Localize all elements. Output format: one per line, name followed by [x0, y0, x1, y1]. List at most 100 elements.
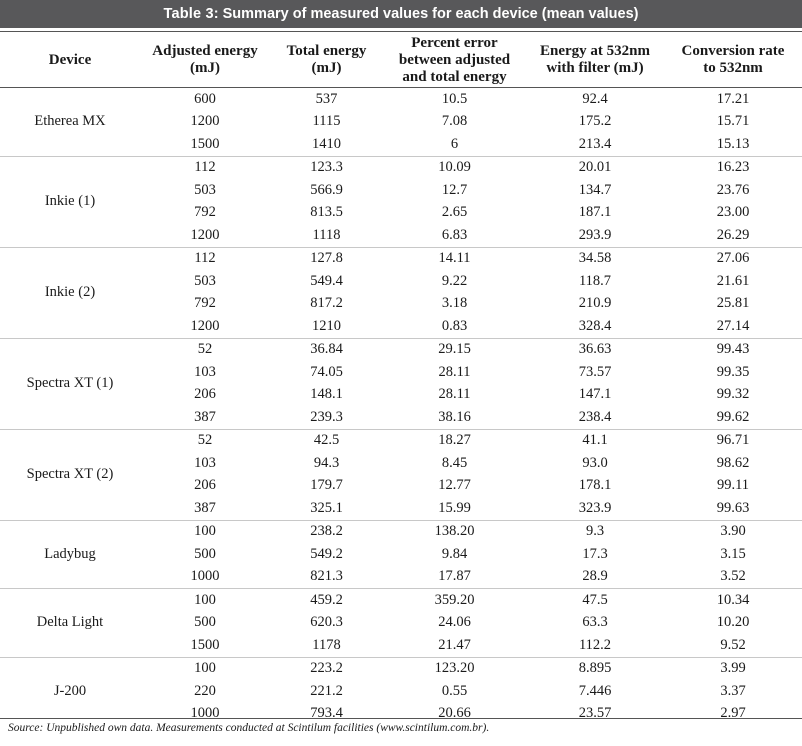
column-header: Percent error between adjusted and total e…	[383, 33, 526, 87]
column-header-line: Adjusted energy	[152, 43, 258, 59]
value-cell: 3.37	[720, 682, 746, 699]
value-cell: 8.45	[441, 454, 468, 471]
table-row: 1000 793.4 20.66 23.57 2.97	[0, 703, 802, 726]
data-table: Etherea MX 600 537 10.5 92.4 17.21 1200 1115 7.0…	[0, 88, 802, 725]
value-cell: 3.90	[664, 519, 802, 543]
table-row: 1200 1115 7.08 175.2 15.71	[0, 111, 802, 134]
value-cell: 52	[140, 337, 270, 361]
column-header-line: Percent error	[411, 34, 498, 51]
value-cell: 537	[315, 90, 338, 107]
table-row: Delta Light 100 459.2 359.20 47.5 10.34	[0, 588, 802, 657]
value-cell: 1000	[190, 705, 220, 722]
table-row: 503 566.9 12.7 134.7 23.76	[0, 179, 802, 202]
table-caption-label: Table 3	[163, 6, 214, 22]
value-cell: 1200	[190, 113, 220, 130]
value-cell: 100	[140, 519, 270, 543]
table-row: 103 74.05 28.11 73.57 99.35	[0, 361, 802, 384]
value-cell: 3.15	[720, 545, 746, 562]
value-cell: 206	[194, 386, 216, 403]
table-row: 103 94.3 8.45 93.0 98.62	[0, 452, 802, 475]
table-row: 1200 1210 0.83 328.4 27.14	[0, 315, 802, 338]
value-cell: 6	[450, 135, 459, 152]
value-cell: 3.99	[664, 656, 802, 680]
value-cell: 0.55	[441, 682, 468, 699]
table-row: 500 620.3 24.06 63.3 10.20	[0, 612, 802, 635]
value-cell: 549.2	[310, 545, 343, 562]
value-cell: 293.9	[578, 226, 612, 243]
value-cell: 220	[194, 682, 216, 699]
value-cell: 96.71	[664, 428, 802, 452]
value-cell: 25.81	[716, 295, 750, 312]
value-cell: 821.3	[310, 568, 343, 585]
value-cell: 94.3	[313, 454, 340, 471]
source-note: Source: Unpublished own data. Measuremen…	[8, 722, 490, 734]
column-header-line: between adjusted	[398, 51, 511, 68]
value-cell: 24.06	[438, 614, 471, 631]
value-cell: 387	[194, 499, 216, 516]
value-cell: 6.83	[441, 226, 468, 243]
value-cell: 34.58	[526, 246, 664, 270]
table-row: Etherea MX 600 537 10.5 92.4 17.21	[0, 88, 802, 130]
value-cell: 103	[194, 454, 216, 471]
value-cell: 38.16	[438, 408, 471, 425]
value-cell: 98.62	[716, 454, 750, 471]
value-cell: 792	[194, 204, 216, 221]
device-cell: Etherea MX	[34, 113, 106, 130]
value-cell: 10.09	[383, 155, 526, 179]
value-cell: 600	[194, 90, 216, 107]
column-header: Device	[0, 33, 140, 87]
value-cell: 325.1	[310, 499, 343, 516]
value-cell: 1118	[312, 226, 341, 243]
table-row: J-200 100 223.2 123.20 8.895 3.99	[0, 656, 802, 725]
value-cell: 123.3	[270, 155, 383, 179]
value-cell: 148.1	[310, 386, 343, 403]
column-header: Adjusted energy (mJ)	[140, 33, 270, 87]
value-cell: 17.87	[438, 568, 471, 585]
value-cell: 36.63	[526, 337, 664, 361]
value-cell: 549.4	[310, 272, 343, 289]
value-cell: 99.43	[664, 337, 802, 361]
value-cell: 93.0	[582, 454, 608, 471]
value-cell: 10.5	[441, 90, 468, 107]
value-cell: 99.11	[716, 477, 750, 494]
value-cell: 14.11	[383, 246, 526, 270]
value-cell: 112	[140, 246, 270, 270]
value-cell: 178.1	[578, 477, 612, 494]
value-cell: 36.84	[270, 337, 383, 361]
column-header: Conversion rate to 532nm	[664, 33, 802, 87]
value-cell: 187.1	[578, 204, 612, 221]
value-cell: 2.65	[441, 204, 468, 221]
value-cell: 500	[194, 614, 216, 631]
value-cell: 17.3	[582, 545, 608, 562]
value-cell: 99.62	[716, 408, 750, 425]
value-cell: 138.20	[383, 519, 526, 543]
device-cell: Inkie (1)	[0, 155, 140, 247]
value-cell: 817.2	[310, 295, 343, 312]
column-header-line: (mJ)	[311, 60, 342, 76]
value-cell: 20.01	[526, 155, 664, 179]
table-row: Inkie (1) 112 123.3 10.09 20.01 16.23	[0, 155, 802, 247]
table-row: 1000 821.3 17.87 28.9 3.52	[0, 566, 802, 589]
value-cell: 103	[194, 363, 216, 380]
value-cell: 112.2	[578, 636, 612, 653]
value-cell: 17.21	[716, 90, 750, 107]
value-cell: 100	[140, 656, 270, 680]
column-header: Total energy (mJ)	[270, 33, 383, 87]
column-header-line: with filter (mJ)	[546, 60, 644, 76]
device-cell: Spectra XT (1)	[0, 337, 140, 429]
table-row: 1500 1410 6 213.4 15.13	[0, 133, 802, 156]
table-row: 1500 1178 21.47 112.2 9.52	[0, 634, 802, 657]
value-cell: 10.34	[664, 588, 802, 612]
table-caption: Table 3: Summary of measured values for …	[0, 0, 802, 28]
value-cell: 206	[194, 477, 216, 494]
header-top-rule	[0, 31, 802, 32]
value-cell: 239.3	[310, 408, 343, 425]
value-cell: 179.7	[310, 477, 343, 494]
value-cell: 1410	[312, 135, 341, 152]
value-cell: 3.52	[720, 568, 746, 585]
value-cell: 73.57	[578, 363, 612, 380]
value-cell: 15.13	[716, 135, 750, 152]
device-cell: Inkie (2)	[0, 246, 140, 338]
value-cell: 7.446	[578, 682, 612, 699]
value-cell: 9.84	[441, 545, 468, 562]
